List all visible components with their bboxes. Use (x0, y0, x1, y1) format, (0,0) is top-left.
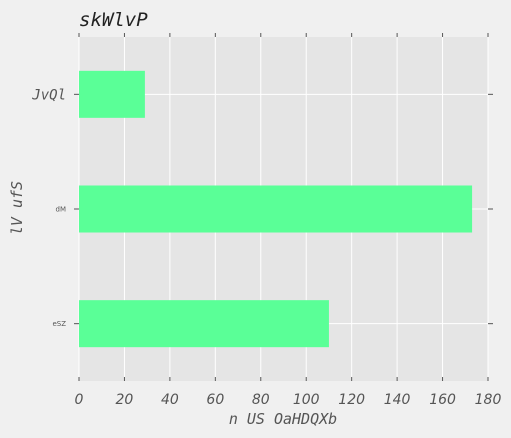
x-tick-label: 60 (206, 392, 224, 408)
x-tick-label: 140 (384, 392, 411, 408)
y-tick-label: eSZ (52, 320, 66, 328)
x-tick-label: 40 (161, 392, 179, 408)
y-tick-label: dM (56, 206, 66, 214)
x-tick-labels: 0 20 40 60 80 100 120 140 160 180 (75, 392, 502, 408)
x-tick-label: 0 (75, 392, 84, 408)
x-tick-label: 120 (338, 392, 365, 408)
bar-jvql (79, 70, 145, 118)
bar-esz (79, 300, 329, 348)
tick-marks (74, 33, 493, 381)
x-tick-label: 160 (429, 392, 456, 408)
x-tick-label: 100 (293, 392, 320, 408)
x-tick-label: 80 (252, 392, 270, 408)
x-tick-label: 20 (116, 392, 134, 408)
bars (79, 70, 473, 348)
x-axis-label: n US OaHDQXb (229, 410, 337, 428)
y-tick-labels: JvQl dM eSZ (31, 87, 66, 328)
y-tick-label: JvQl (31, 87, 66, 103)
x-tick-label: 180 (475, 392, 502, 408)
bar-dm (79, 185, 473, 233)
chart-title: skWlvP (79, 9, 148, 31)
y-axis-label: lV ufS (8, 181, 26, 235)
